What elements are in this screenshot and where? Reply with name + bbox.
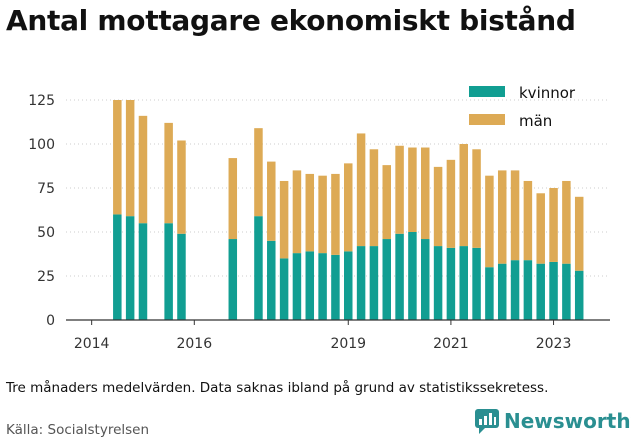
bar-man [433,166,443,247]
bar-kvinnor [536,263,545,320]
chart-title: Antal mottagare ekonomiskt bistånd [6,4,576,37]
bar-kvinnor [138,223,148,320]
bar-man [421,147,430,240]
legend-swatch [469,114,505,125]
y-tick-label: 75 [37,181,55,197]
bar-kvinnor [292,253,302,320]
source-note: Källa: Socialstyrelsen [6,422,150,438]
bar-man [369,149,379,247]
bar-kvinnor [433,246,443,320]
bar-man [472,149,481,248]
y-tick-label: 0 [46,313,55,329]
bar-kvinnor [228,239,238,320]
bar-man [523,180,533,261]
bar-kvinnor [267,240,276,320]
legend: kvinnor män [469,84,576,130]
bar-kvinnor [356,246,366,320]
y-tick-label: 100 [28,137,55,153]
bar-kvinnor [164,223,173,320]
brand-logo: Newsworthy [474,408,631,434]
bar-man [292,170,302,254]
x-tick-label: 2019 [330,336,366,352]
axes: 0 25 50 75 100 125 2014 2016 2019 2021 2023 [28,93,610,352]
y-tick-label: 125 [28,93,55,109]
bar-kvinnor [382,239,391,320]
bar-kvinnor [279,258,289,320]
bar-kvinnor [344,251,353,320]
bar-kvinnor [549,261,558,320]
x-tick-label: 2014 [74,336,110,352]
bar-kvinnor [331,254,340,320]
bar-man [446,159,456,248]
bar-kvinnor [177,233,186,320]
bar-kvinnor [459,246,468,320]
x-tick-label: 2021 [433,336,469,352]
bar-kvinnor [523,260,533,320]
bar-man [177,140,186,234]
bar-man [279,180,289,259]
bar-man [408,147,417,232]
bar-man [125,100,135,217]
bar-kvinnor [254,216,263,320]
bar-kvinnor [305,251,315,320]
y-tick-label: 25 [37,269,55,285]
bar-man [164,122,173,224]
bar-man [138,115,148,224]
bar-man [382,165,391,240]
bar-man [549,188,558,262]
bar-kvinnor [510,260,520,320]
bar-man [485,175,494,268]
bar-kvinnor [113,214,122,320]
bar-kvinnor [408,232,417,320]
bar-man [536,193,545,264]
x-tick-label: 2023 [536,336,572,352]
bar-man [562,180,571,264]
bar-man [331,173,340,255]
chart-canvas: 0 25 50 75 100 125 2014 2016 2019 2021 2023 kvinno… [28,84,610,352]
y-tick-label: 50 [37,225,55,241]
bar-man [318,175,327,254]
bar-man [267,161,276,241]
newsworthy-logo-icon [475,409,499,434]
bar-kvinnor [562,263,571,320]
bar-man [344,163,353,252]
bar-kvinnor [395,233,404,320]
bar-man [574,196,584,271]
bar-man [305,173,315,252]
bar-man [254,128,263,217]
bar-man [497,170,507,264]
bar-man [510,170,520,261]
bar-kvinnor [446,247,456,320]
legend-swatch [469,86,505,97]
bar-kvinnor [497,263,507,320]
bar-man [228,158,238,240]
bar-kvinnor [485,267,494,320]
bar-kvinnor [369,246,379,320]
bar-man [459,144,468,247]
chart-caption: Tre månaders medelvärden. Data saknas ib… [6,380,549,396]
bar-man [395,145,404,234]
legend-label: kvinnor [519,84,576,102]
bar-man [356,133,366,247]
legend-label: män [519,112,552,130]
bar-kvinnor [125,216,135,320]
bars [113,100,584,320]
x-tick-label: 2016 [176,336,212,352]
bar-kvinnor [318,253,327,320]
brand-name: Newsworthy [504,409,631,433]
bar-man [113,100,122,215]
bar-kvinnor [421,239,430,320]
bar-kvinnor [574,270,584,320]
bar-kvinnor [472,247,481,320]
